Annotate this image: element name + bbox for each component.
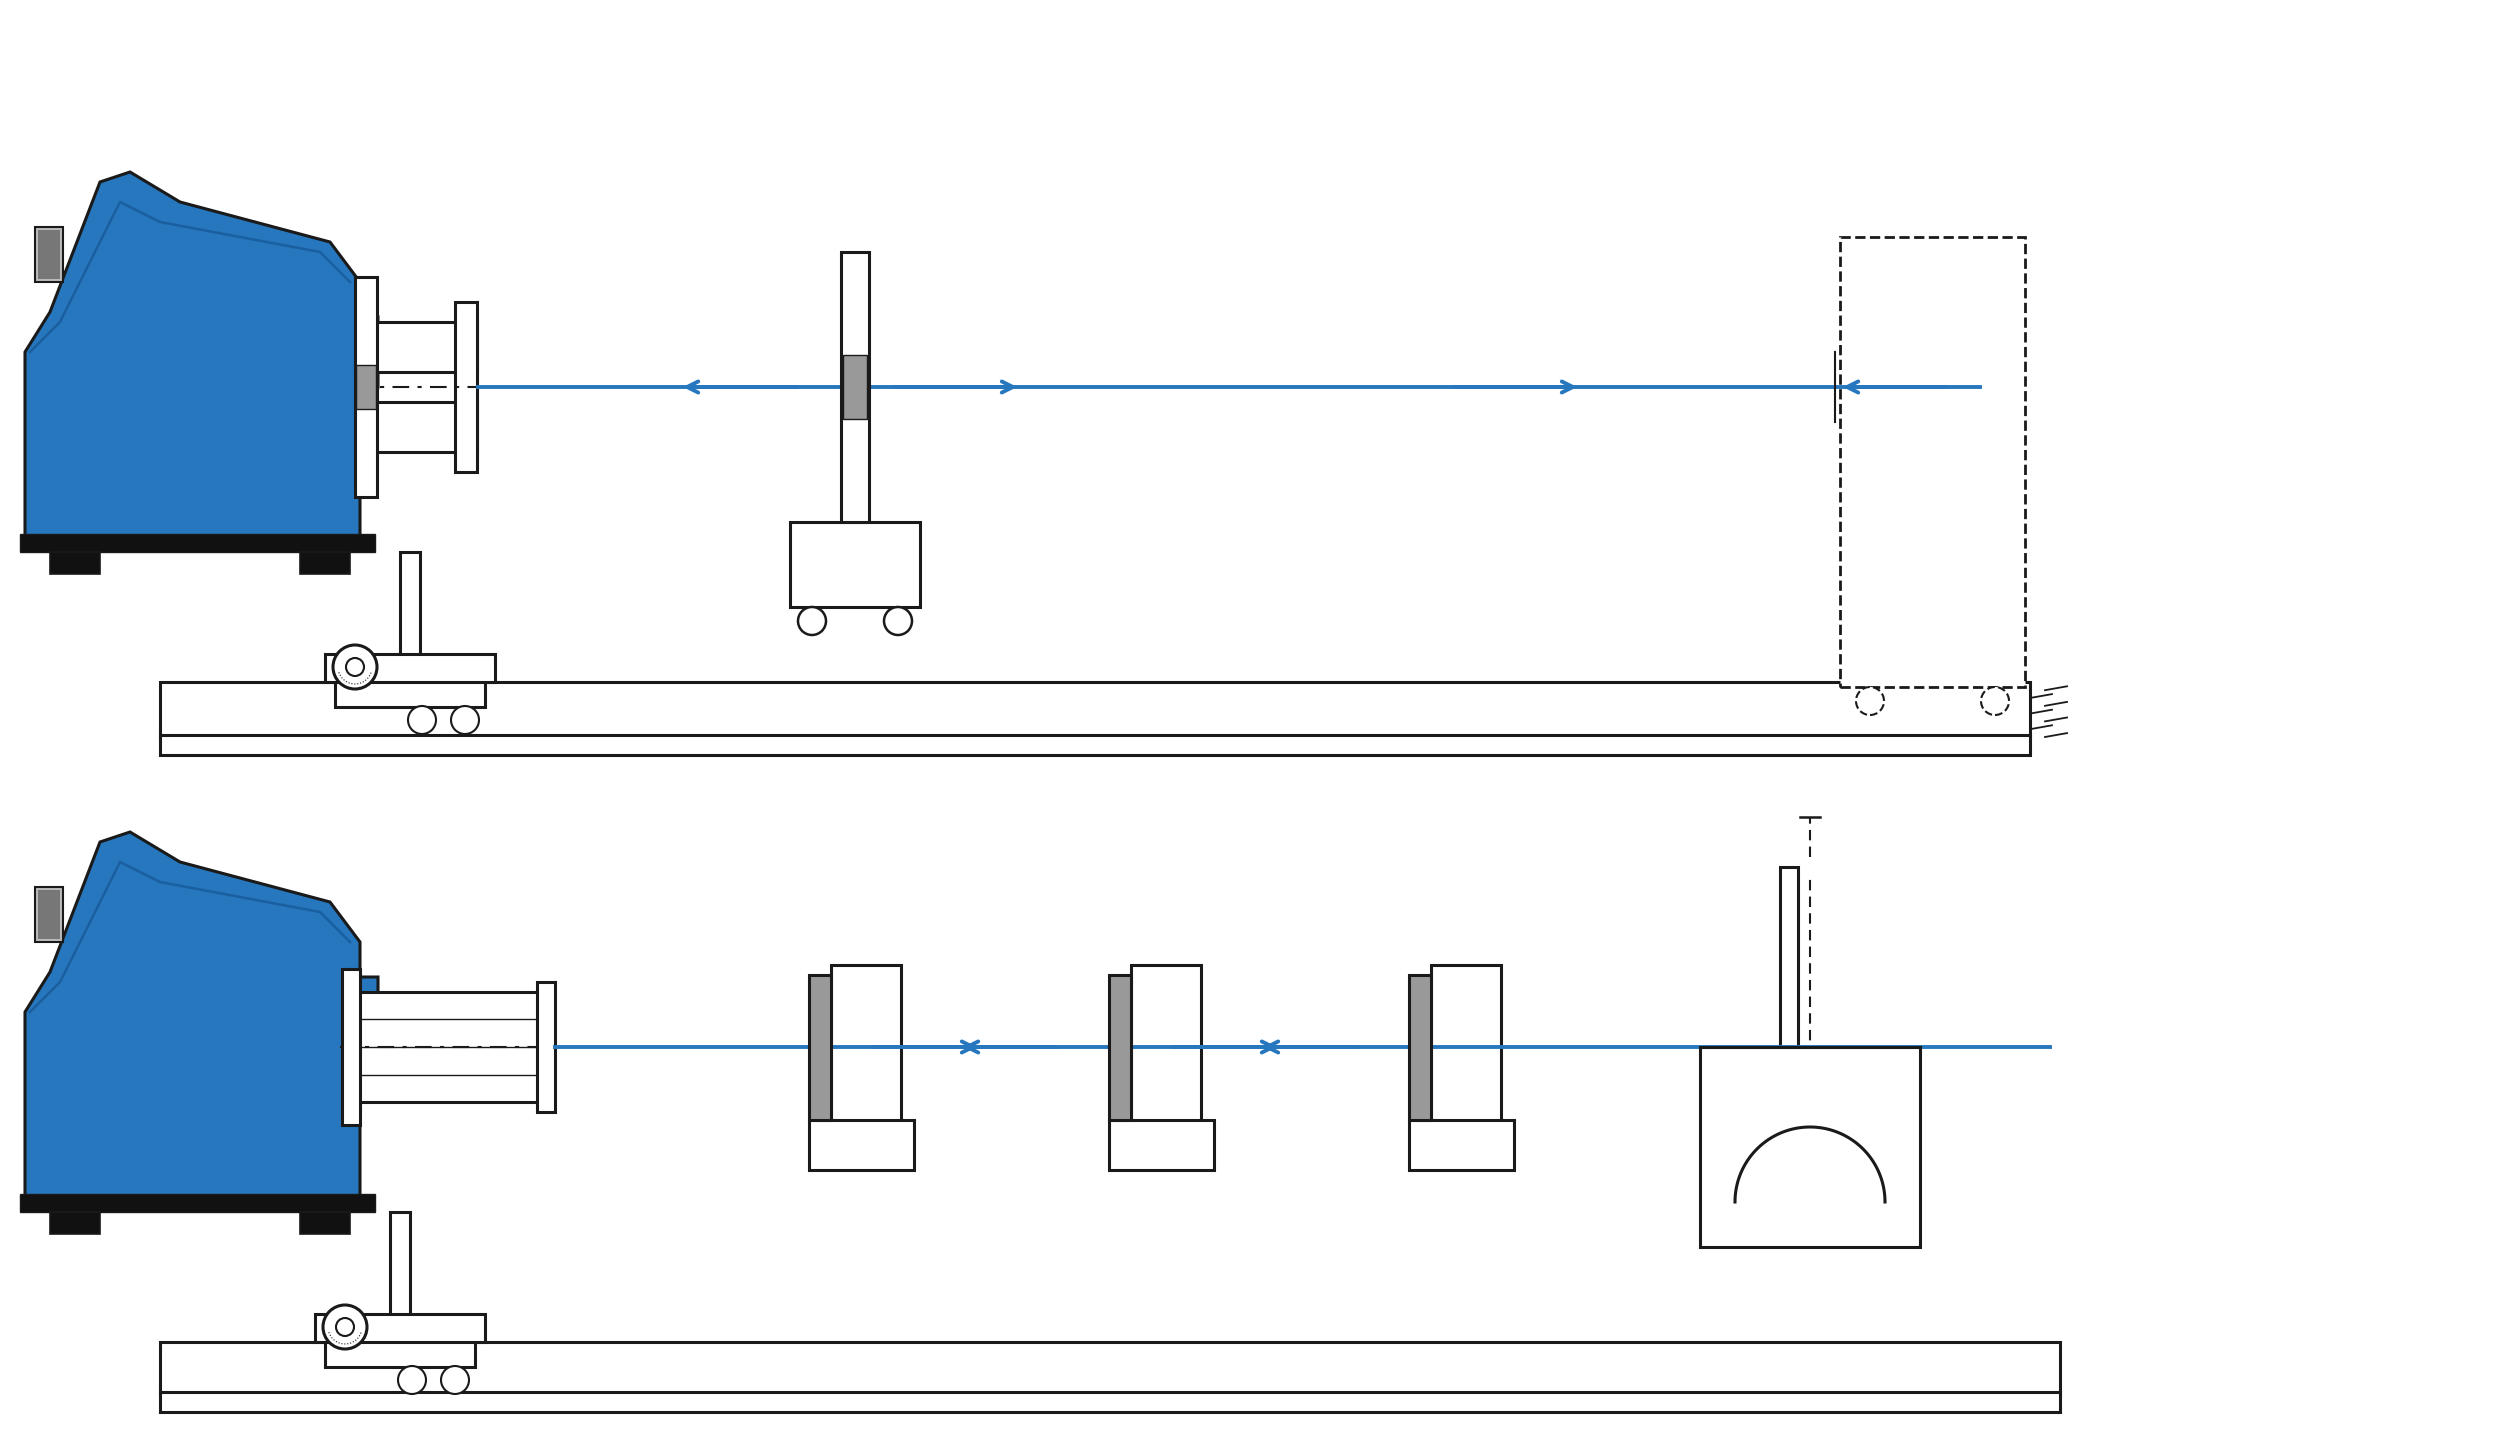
Bar (1110, 1119, 1215, 1169)
Bar (810, 975, 830, 1119)
Polygon shape (25, 172, 377, 536)
Circle shape (885, 607, 912, 634)
Bar (355, 402, 478, 451)
Bar (355, 322, 478, 372)
Bar (1430, 965, 1500, 1129)
Bar (300, 552, 350, 574)
Bar (20, 534, 375, 552)
Circle shape (1855, 686, 1885, 715)
Bar (842, 355, 867, 420)
Bar (160, 1392, 2060, 1412)
Circle shape (1980, 686, 2010, 715)
Bar (830, 965, 900, 1129)
Bar (35, 887, 62, 942)
Bar (400, 552, 420, 658)
Bar (455, 301, 478, 472)
Bar (1700, 1047, 1920, 1247)
Bar (342, 969, 360, 1125)
Bar (50, 1211, 100, 1234)
Circle shape (345, 658, 365, 676)
Bar (350, 992, 545, 1102)
Bar (355, 277, 377, 497)
Bar (790, 522, 920, 607)
Bar (1840, 236, 2025, 686)
Bar (1410, 975, 1430, 1119)
Bar (160, 1343, 2060, 1394)
Bar (35, 226, 62, 283)
Bar (840, 252, 870, 522)
Circle shape (440, 1366, 470, 1394)
Bar (390, 1211, 410, 1317)
Bar (38, 231, 60, 278)
Bar (1410, 1119, 1515, 1169)
Bar (335, 681, 485, 707)
Bar (538, 982, 555, 1112)
Circle shape (335, 1318, 355, 1335)
Bar (1130, 965, 1200, 1129)
Circle shape (332, 645, 378, 689)
Circle shape (322, 1305, 368, 1350)
Bar (300, 1211, 350, 1234)
Bar (1110, 975, 1130, 1119)
Polygon shape (25, 832, 377, 1197)
Bar (810, 1119, 915, 1169)
Bar (160, 682, 2030, 737)
Circle shape (408, 707, 435, 734)
Bar (325, 1340, 475, 1367)
Bar (315, 1314, 485, 1343)
Bar (20, 1194, 375, 1211)
Bar (355, 365, 375, 410)
Bar (160, 735, 2030, 756)
Bar (38, 890, 60, 939)
Circle shape (450, 707, 480, 734)
Bar (50, 552, 100, 574)
Bar (325, 655, 495, 682)
Circle shape (798, 607, 825, 634)
Circle shape (398, 1366, 425, 1394)
Bar (1780, 867, 1798, 1197)
